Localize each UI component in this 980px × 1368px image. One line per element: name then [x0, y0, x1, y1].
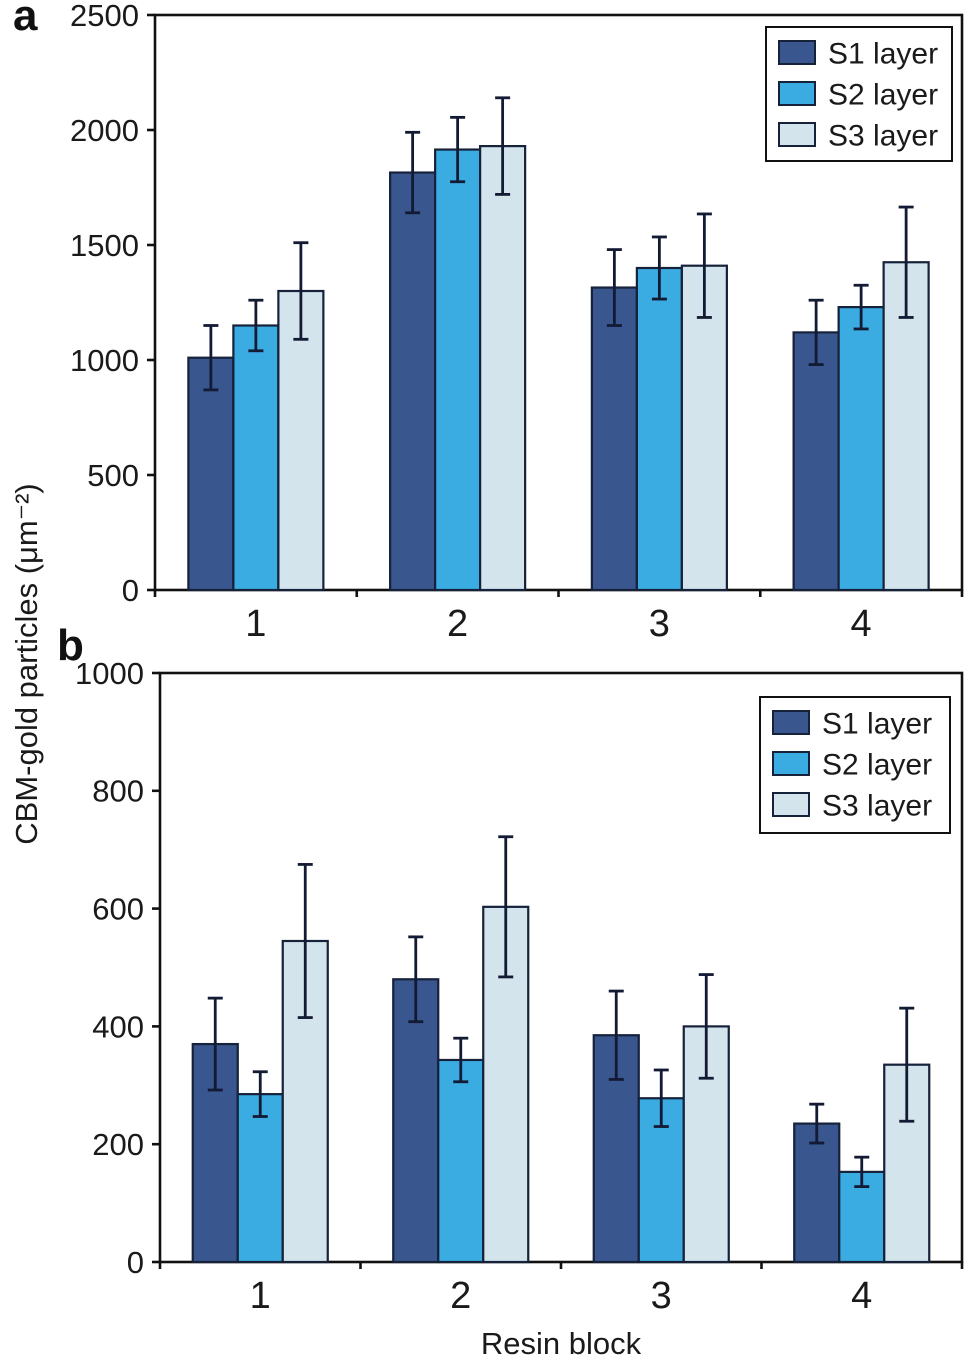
bar-s2-block-1	[236, 1093, 284, 1264]
y-tick-label: 500	[87, 458, 139, 493]
bar-s2-block-2	[434, 148, 482, 592]
error-bar	[203, 324, 219, 392]
x-category-label: 3	[649, 603, 670, 645]
legend-label: S3 layer	[828, 120, 938, 153]
bar-s3-block-1	[277, 289, 325, 592]
legend: S1 layer S2 layer S3 layer	[765, 26, 953, 162]
error-bar	[853, 283, 869, 331]
bar-s1-block-2	[389, 171, 437, 592]
error-bar	[498, 835, 514, 979]
bar-s1-block-4	[792, 331, 840, 592]
bar-s2-block-4	[837, 306, 885, 592]
legend-label: S2 layer	[822, 749, 932, 782]
error-bar	[696, 212, 712, 319]
y-tick-label: 2500	[70, 0, 139, 33]
error-bar	[453, 1036, 469, 1084]
error-bar	[809, 1102, 825, 1145]
error-bar	[808, 298, 824, 367]
error-bar	[698, 973, 714, 1080]
bar-s3-block-2	[479, 145, 527, 592]
error-bar	[608, 989, 624, 1081]
y-tick-label: 400	[92, 1009, 144, 1044]
error-bar	[408, 935, 424, 1024]
legend-swatch-s1	[772, 710, 810, 735]
y-tick-label: 200	[92, 1127, 144, 1162]
bar-s2-block-2	[437, 1058, 485, 1264]
error-bar	[405, 130, 421, 215]
y-tick-label: 1000	[75, 656, 144, 691]
legend-swatch-s1	[778, 40, 816, 65]
chart-b: 0 200 400 600 800 1000 1 2 3 4 S1 layer S2 layer S3 …	[75, 656, 964, 1317]
error-bar	[252, 1070, 268, 1118]
x-category-label: 2	[447, 603, 468, 645]
legend-swatch-s3	[772, 792, 810, 817]
legend-label: S1 layer	[822, 708, 932, 741]
legend-label: S3 layer	[822, 790, 932, 823]
bar-s1-block-3	[590, 286, 638, 592]
error-bar	[606, 248, 622, 327]
chart-a: 0 500 1000 1500 2000 2500 1 2 3 4 S1 layer S2 layer…	[70, 0, 964, 645]
legend-swatch-s2	[772, 751, 810, 776]
x-category-label: 1	[250, 1275, 271, 1317]
y-tick-label: 0	[122, 573, 139, 608]
legend: S1 layer S2 layer S3 layer	[759, 696, 951, 834]
error-bar	[207, 996, 223, 1092]
bar-s2-block-1	[232, 324, 280, 592]
error-bar	[495, 96, 511, 196]
legend-swatch-s3	[778, 122, 816, 147]
panel-label-a: a	[13, 0, 38, 40]
bar-s2-block-3	[635, 266, 683, 592]
x-axis-label: Resin block	[480, 1326, 642, 1361]
error-bar	[898, 205, 914, 319]
error-bar	[297, 863, 313, 1019]
error-bar	[293, 241, 309, 341]
y-tick-label: 1000	[70, 343, 139, 378]
error-bar	[450, 115, 466, 184]
x-category-label: 4	[851, 603, 872, 645]
x-category-label: 1	[245, 603, 266, 645]
error-bar	[653, 1068, 669, 1128]
y-tick-label: 0	[127, 1245, 144, 1280]
legend-label: S2 layer	[828, 79, 938, 112]
y-tick-label: 800	[92, 774, 144, 809]
error-bar	[899, 1006, 915, 1123]
y-tick-label: 1500	[70, 228, 139, 263]
error-bar	[854, 1155, 870, 1189]
legend-swatch-s2	[778, 81, 816, 106]
y-tick-label: 600	[92, 891, 144, 926]
panel-label-b: b	[57, 621, 84, 670]
y-tick-label: 2000	[70, 113, 139, 148]
error-bar	[248, 298, 264, 353]
x-category-label: 2	[450, 1275, 471, 1317]
error-bar	[651, 235, 667, 301]
x-category-label: 3	[651, 1275, 672, 1317]
x-category-label: 4	[851, 1275, 872, 1317]
legend-label: S1 layer	[828, 38, 938, 71]
bar-s1-block-1	[187, 356, 235, 592]
